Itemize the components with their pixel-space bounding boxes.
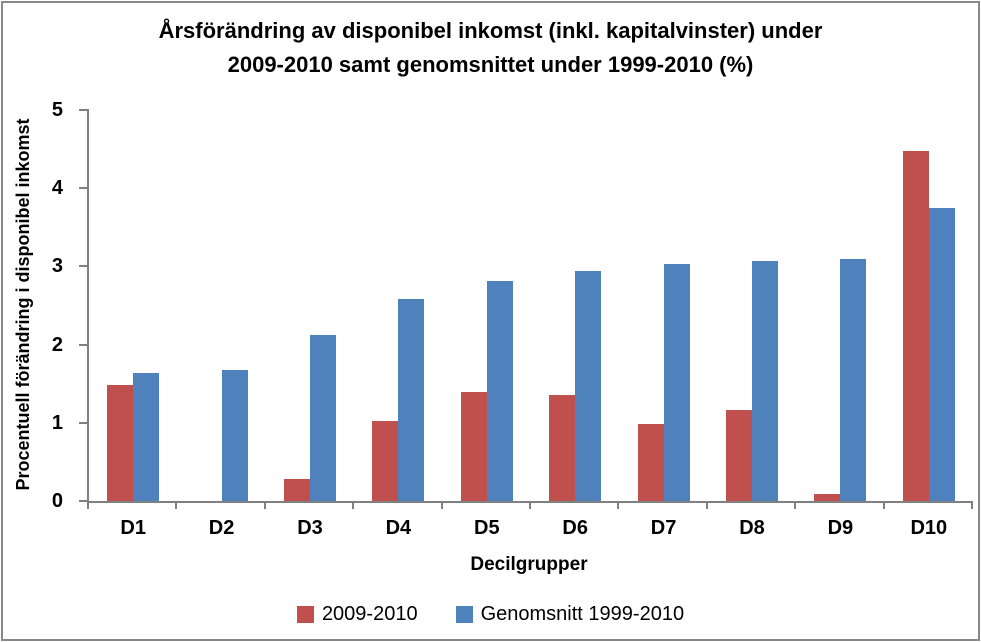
x-tick-label-d3: D3: [297, 517, 323, 539]
y-axis-tick: [79, 265, 89, 268]
x-axis-tick: [971, 501, 973, 509]
x-axis-tick: [794, 501, 797, 509]
bar-genomsnitt-1999-2010-d9: [840, 259, 867, 501]
bar-genomsnitt-1999-2010-d4: [398, 299, 425, 501]
x-axis-tick: [440, 501, 443, 509]
x-tick-label-d10: D10: [910, 517, 948, 539]
bar-genomsnitt-1999-2010-d1: [133, 372, 160, 501]
bar-group-d10: [885, 110, 973, 501]
plot-area: D1 D2 D3 D4 D5 D6 D7 D8 D9 D10 0 1 2 3 4 5: [52, 99, 973, 539]
x-tick-label-d1: D1: [120, 517, 146, 539]
bar-group-d3: [266, 110, 354, 501]
x-axis-tick: [263, 501, 266, 509]
bar-group-d8: [708, 110, 796, 501]
legend: 2009-2010 Genomsnitt 1999-2010: [3, 603, 978, 626]
bar-genomsnitt-1999-2010-d5: [486, 281, 513, 501]
bar-group-d1: [89, 110, 177, 501]
x-axis-tick: [617, 501, 620, 509]
x-tick-label-d8: D8: [739, 517, 765, 539]
bar-group-d4: [354, 110, 442, 501]
bar-genomsnitt-1999-2010-d3: [309, 335, 336, 501]
y-tick-label-4: 4: [51, 177, 63, 200]
x-axis-tick: [705, 501, 708, 509]
legend-item-2009-2010: 2009-2010: [296, 603, 418, 626]
legend-swatch-icon: [296, 606, 314, 623]
x-axis-tick: [87, 501, 89, 509]
bar-genomsnitt-1999-2010-d6: [575, 271, 602, 501]
y-tick-label-5: 5: [51, 99, 63, 121]
bar-2009-2010-d3: [283, 479, 310, 501]
x-tick-label-d4: D4: [385, 517, 412, 539]
bar-2009-2010-d5: [460, 391, 487, 501]
chart-title-line-1: Årsförändring av disponibel inkomst (ink…: [158, 18, 823, 43]
y-axis-tick: [79, 187, 89, 190]
x-tick-label-d5: D5: [474, 517, 500, 539]
bar-group-d2: [177, 110, 265, 501]
x-tick-label-d6: D6: [562, 517, 588, 539]
x-tick-label-d9: D9: [827, 517, 854, 539]
bar-2009-2010-d1: [107, 385, 134, 501]
y-axis-title: Procentuell förändring i disponibel inko…: [13, 118, 33, 491]
chart-title-line-2: 2009-2010 samt genomsnittet under 1999-2…: [227, 52, 754, 77]
x-axis-tick: [882, 501, 885, 509]
y-tick-label-2: 2: [51, 333, 63, 356]
bar-genomsnitt-1999-2010-d8: [751, 260, 778, 501]
bar-group-d6: [531, 110, 619, 501]
y-axis-tick: [79, 421, 89, 424]
legend-swatch-icon: [455, 606, 473, 623]
x-axis-title: Decilgrupper: [470, 554, 588, 575]
chart-title: Årsförändring av disponibel inkomst (ink…: [3, 14, 978, 82]
y-axis-tick: [79, 343, 89, 346]
bar-group-d9: [796, 110, 884, 501]
bar-2009-2010-d8: [725, 409, 752, 501]
x-tick-label-d7: D7: [650, 517, 677, 539]
y-tick-label-3: 3: [51, 255, 63, 278]
x-axis-tick: [175, 501, 178, 509]
y-axis-tick: [79, 109, 89, 111]
y-tick-label-0: 0: [51, 490, 63, 512]
legend-label: 2009-2010: [321, 603, 418, 625]
bar-genomsnitt-1999-2010-d10: [928, 207, 955, 501]
bar-2009-2010-d4: [372, 421, 399, 501]
bar-2009-2010-d7: [637, 424, 664, 501]
legend-label: Genomsnitt 1999-2010: [480, 603, 685, 625]
x-axis-tick: [352, 501, 355, 509]
bar-2009-2010-d9: [814, 493, 841, 501]
bar-2009-2010-d10: [902, 150, 929, 501]
y-axis-tick: [79, 500, 89, 502]
bar-2009-2010-d6: [549, 395, 576, 501]
bar-genomsnitt-1999-2010-d2: [221, 369, 248, 501]
bar-group-d5: [443, 110, 531, 501]
legend-item-genomsnitt-1999-2010: Genomsnitt 1999-2010: [455, 603, 685, 626]
x-axis-tick: [529, 501, 531, 509]
x-tick-label-d2: D2: [208, 517, 235, 539]
y-tick-label-1: 1: [51, 411, 63, 434]
bar-genomsnitt-1999-2010-d7: [663, 264, 690, 501]
bar-group-d7: [619, 110, 707, 501]
